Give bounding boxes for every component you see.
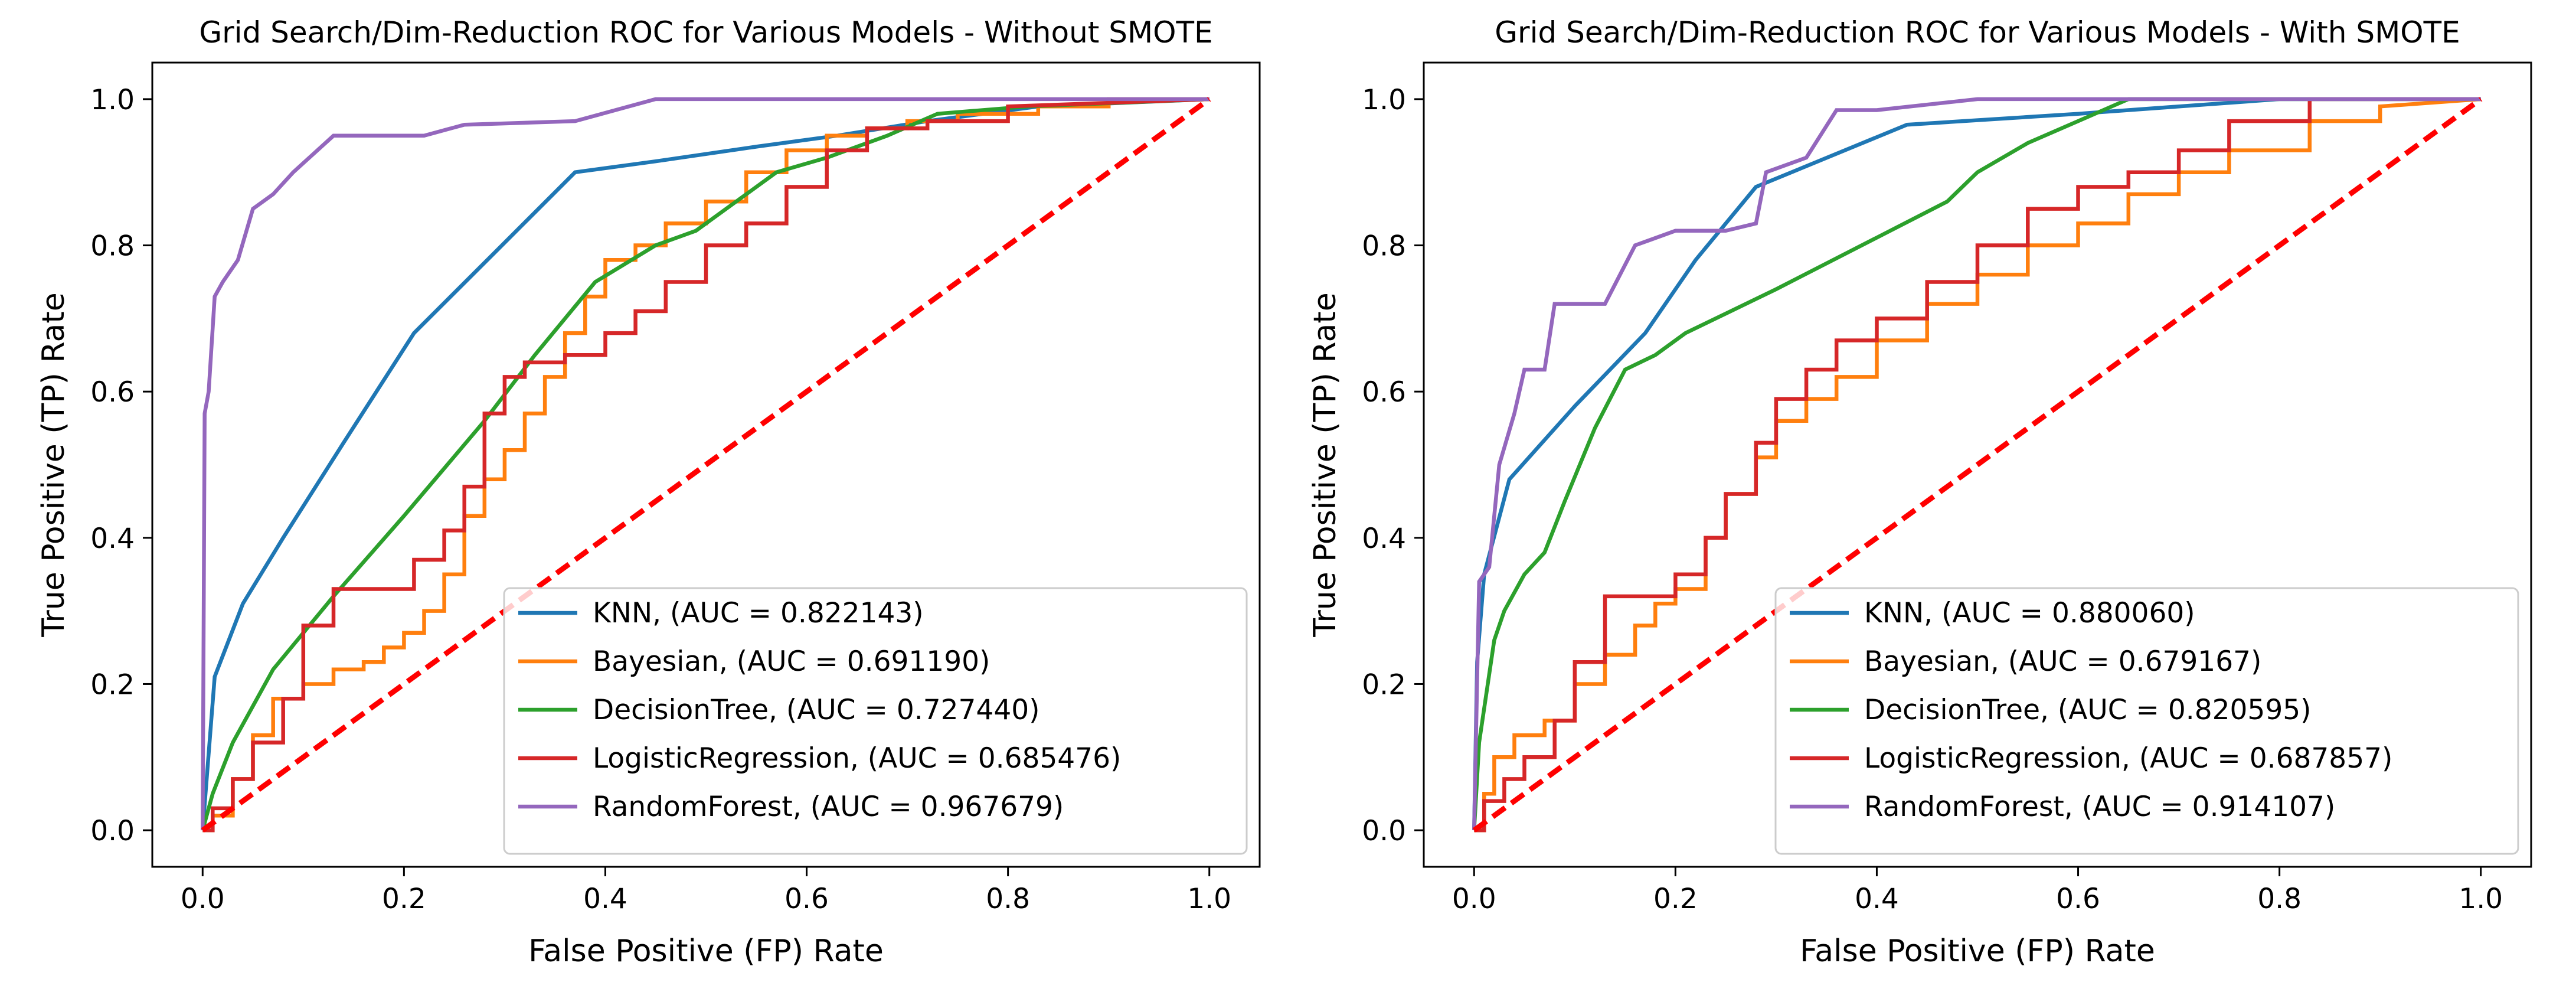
x-tick-label: 0.4 xyxy=(583,883,627,915)
chance-diagonal-line xyxy=(1472,97,2483,833)
x-tick-label: 1.0 xyxy=(1187,883,1231,915)
legend-entry: KNN, (AUC = 0.880060) xyxy=(1864,597,2195,629)
x-tick-label: 0.4 xyxy=(1855,883,1899,915)
y-tick-label: 0.8 xyxy=(1362,230,1406,263)
y-tick-label: 1.0 xyxy=(90,84,135,116)
legend-entry: DecisionTree, (AUC = 0.727440) xyxy=(593,694,1039,726)
roc-curve-decisiontree xyxy=(201,97,1209,831)
x-tick-label: 0.8 xyxy=(986,883,1030,915)
x-tick-label: 0.8 xyxy=(2257,883,2302,915)
x-tick-label: 0.2 xyxy=(382,883,426,915)
y-tick-label: 0.6 xyxy=(90,376,135,409)
legend-entry: Bayesian, (AUC = 0.691190) xyxy=(593,645,990,678)
x-tick-label: 0.2 xyxy=(1653,883,1698,915)
legend-entry: RandomForest, (AUC = 0.967679) xyxy=(593,791,1064,823)
chart-title: Grid Search/Dim-Reduction ROC for Variou… xyxy=(199,15,1212,50)
x-tick-label: 0.6 xyxy=(2056,883,2100,915)
legend-entry: KNN, (AUC = 0.822143) xyxy=(593,597,924,629)
legend: KNN, (AUC = 0.880060) Bayesian, (AUC = 0.… xyxy=(1774,587,2519,855)
y-tick-label: 0.8 xyxy=(90,230,135,263)
roc-curve-randomforest xyxy=(201,97,1209,831)
x-tick-label: 0.6 xyxy=(784,883,829,915)
y-tick-label: 0.0 xyxy=(90,815,135,847)
axes-frame xyxy=(151,61,1261,868)
y-axis-label: True Positive (TP) Rate xyxy=(1307,292,1343,637)
y-tick-label: 0.2 xyxy=(1362,668,1406,701)
legend-entry: Bayesian, (AUC = 0.679167) xyxy=(1864,645,2261,678)
chance-diagonal-line xyxy=(201,97,1211,833)
legend-box xyxy=(1774,587,2519,855)
legend-entry: LogisticRegression, (AUC = 0.685476) xyxy=(593,742,1121,775)
x-tick-label: 0.0 xyxy=(181,883,225,915)
y-tick-label: 0.6 xyxy=(1362,376,1406,409)
roc-curve-randomforest xyxy=(1472,97,2481,831)
x-axis-label: False Positive (FP) Rate xyxy=(1800,934,2155,969)
axes-frame xyxy=(1423,61,2532,868)
y-tick-label: 0.2 xyxy=(90,668,135,701)
roc-curve-decisiontree xyxy=(1472,97,2481,831)
legend-entry: RandomForest, (AUC = 0.914107) xyxy=(1864,791,2335,823)
y-tick-label: 1.0 xyxy=(1362,84,1406,116)
y-tick-label: 0.4 xyxy=(1362,523,1406,555)
x-tick-label: 1.0 xyxy=(2459,883,2503,915)
legend-entry: LogisticRegression, (AUC = 0.687857) xyxy=(1864,742,2392,775)
chart-title: Grid Search/Dim-Reduction ROC for Variou… xyxy=(1495,15,2460,50)
roc-panel-without-smote: 0.0 0.2 0.4 0.6 0.8 1.0 0.0 0.2 0.4 0.6 0.8 1.0 Grid… xyxy=(36,15,1261,969)
x-tick-label: 0.0 xyxy=(1452,883,1496,915)
legend: KNN, (AUC = 0.822143) Bayesian, (AUC = 0.… xyxy=(503,587,1248,855)
roc-curve-bayesian xyxy=(202,97,1209,833)
roc-curve-logisticregression xyxy=(202,97,1209,833)
y-tick-label: 0.4 xyxy=(90,523,135,555)
y-axis-label: True Positive (TP) Rate xyxy=(36,292,71,637)
legend-box xyxy=(503,587,1248,855)
legend-entry: DecisionTree, (AUC = 0.820595) xyxy=(1864,694,2311,726)
roc-curve-knn xyxy=(1472,97,2481,831)
x-axis-label: False Positive (FP) Rate xyxy=(528,934,884,969)
roc-curve-logisticregression xyxy=(1474,97,2481,833)
roc-panel-with-smote: 0.0 0.2 0.4 0.6 0.8 1.0 0.0 0.2 0.4 0.6 0.8 1.0 Grid… xyxy=(1307,15,2532,969)
y-tick-label: 0.0 xyxy=(1362,815,1406,847)
